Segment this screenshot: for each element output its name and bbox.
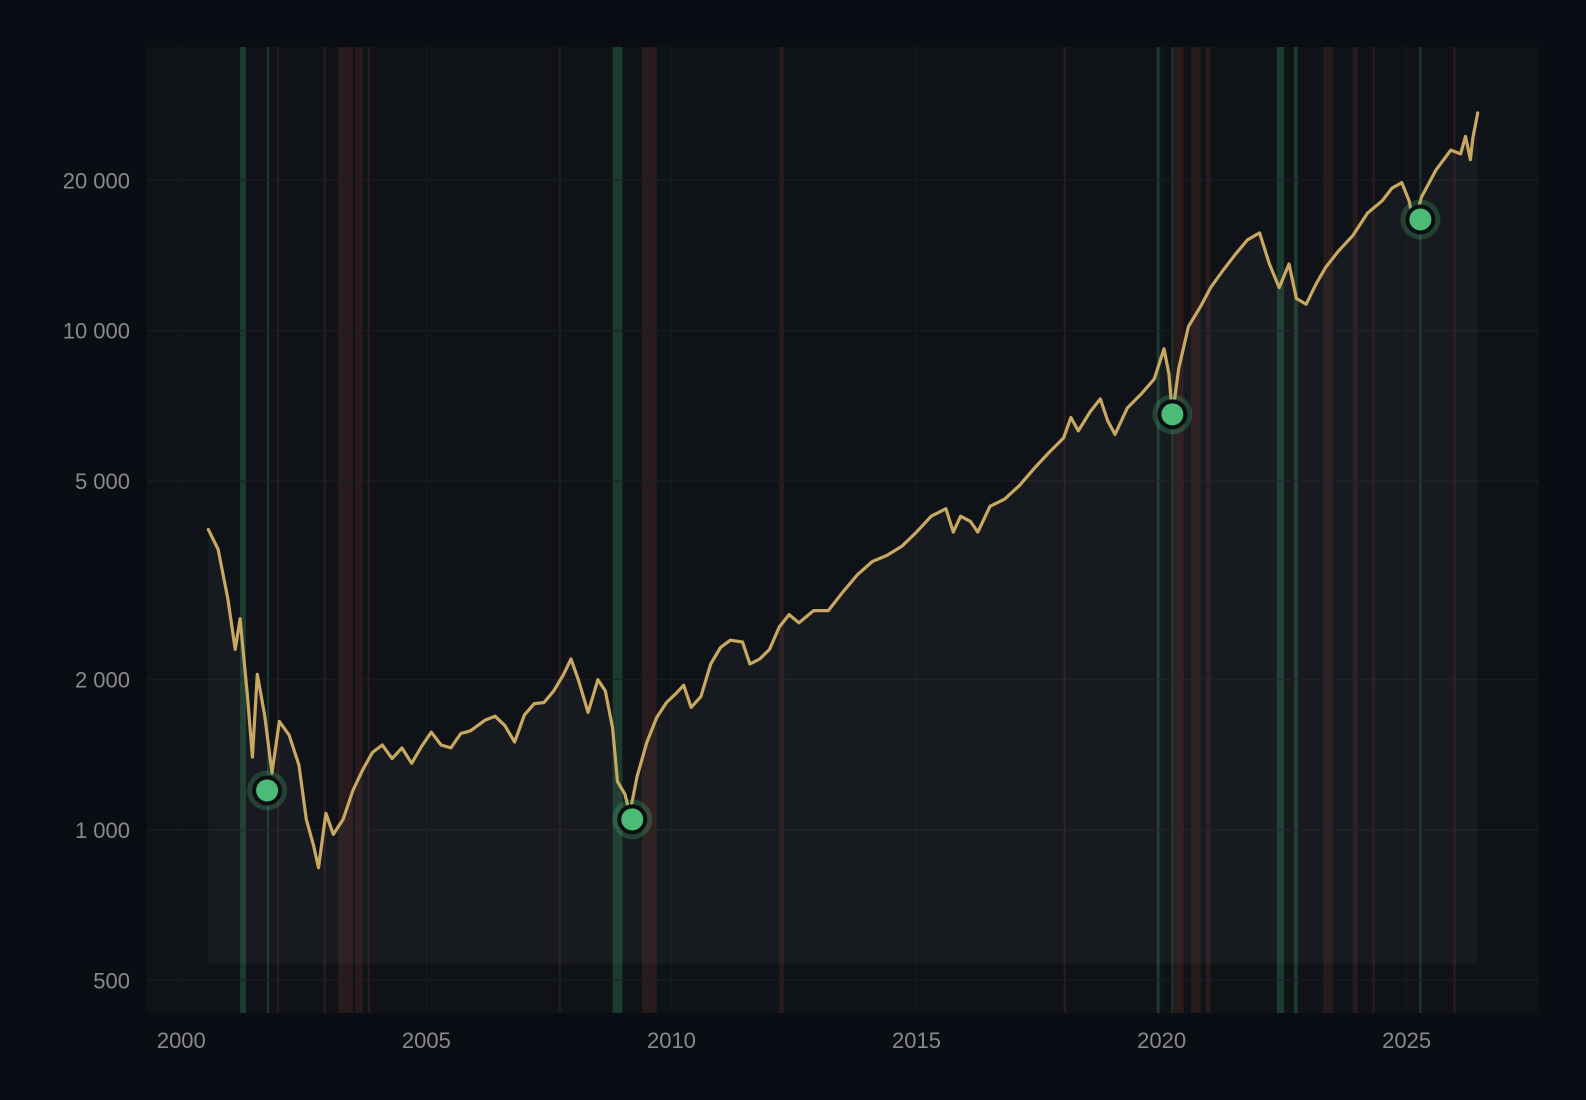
green-region-4	[1171, 47, 1174, 1013]
red-region-3	[355, 47, 363, 1013]
x-tick-label-1: 2005	[402, 1028, 451, 1053]
plot-area	[147, 47, 1539, 1013]
red-region-12	[1323, 47, 1334, 1013]
red-region-10	[1191, 47, 1201, 1013]
red-region-13	[1352, 47, 1358, 1013]
green-region-6	[1293, 47, 1298, 1013]
x-tick-label-3: 2015	[892, 1028, 941, 1053]
green-region-3	[1156, 47, 1160, 1013]
x-axis-ticks: 2000 2005 2010 2015 2020 2025	[157, 1028, 1431, 1053]
red-region-2	[338, 47, 353, 1013]
buy-marker-3	[1400, 199, 1441, 240]
y-axis-ticks: 500 1 000 2 000 5 000 10 000 20 000	[63, 168, 130, 993]
x-tick-label-5: 2025	[1382, 1028, 1431, 1053]
red-region-11	[1205, 47, 1211, 1013]
buy-marker-1	[612, 799, 653, 840]
green-region-2	[612, 47, 623, 1013]
x-tick-label-2: 2010	[647, 1028, 696, 1053]
green-region-7	[1419, 47, 1422, 1013]
red-region-6	[642, 47, 657, 1013]
red-region-15	[1453, 47, 1456, 1013]
red-region-8	[1063, 47, 1067, 1013]
x-tick-label-0: 2000	[157, 1028, 206, 1053]
buy-marker-0	[247, 770, 288, 811]
red-region-0	[276, 47, 280, 1013]
y-tick-label-4: 10 000	[63, 319, 130, 344]
red-region-9	[1173, 47, 1184, 1013]
y-tick-label-0: 500	[93, 968, 130, 993]
highlight-regions	[240, 47, 1456, 1013]
red-region-5	[558, 47, 562, 1013]
buy-marker-2	[1152, 394, 1193, 435]
price-line-layer	[206, 111, 1480, 870]
x-tick-label-4: 2020	[1137, 1028, 1186, 1053]
red-region-7	[779, 47, 785, 1013]
marker-dot	[1161, 403, 1184, 426]
y-tick-label-5: 20 000	[63, 168, 130, 193]
y-tick-label-1: 1 000	[75, 818, 130, 843]
y-tick-label-2: 2 000	[75, 668, 130, 693]
y-tick-label-3: 5 000	[75, 469, 130, 494]
price-line	[206, 111, 1480, 870]
red-region-1	[323, 47, 326, 1013]
green-region-0	[240, 47, 247, 1013]
green-region-5	[1276, 47, 1285, 1013]
red-region-14	[1372, 47, 1375, 1013]
marker-dot	[621, 808, 644, 831]
red-region-4	[367, 47, 371, 1013]
markers-layer	[247, 199, 1441, 840]
green-region-1	[267, 47, 270, 1013]
marker-dot	[256, 779, 279, 802]
marker-dot	[1409, 208, 1432, 231]
